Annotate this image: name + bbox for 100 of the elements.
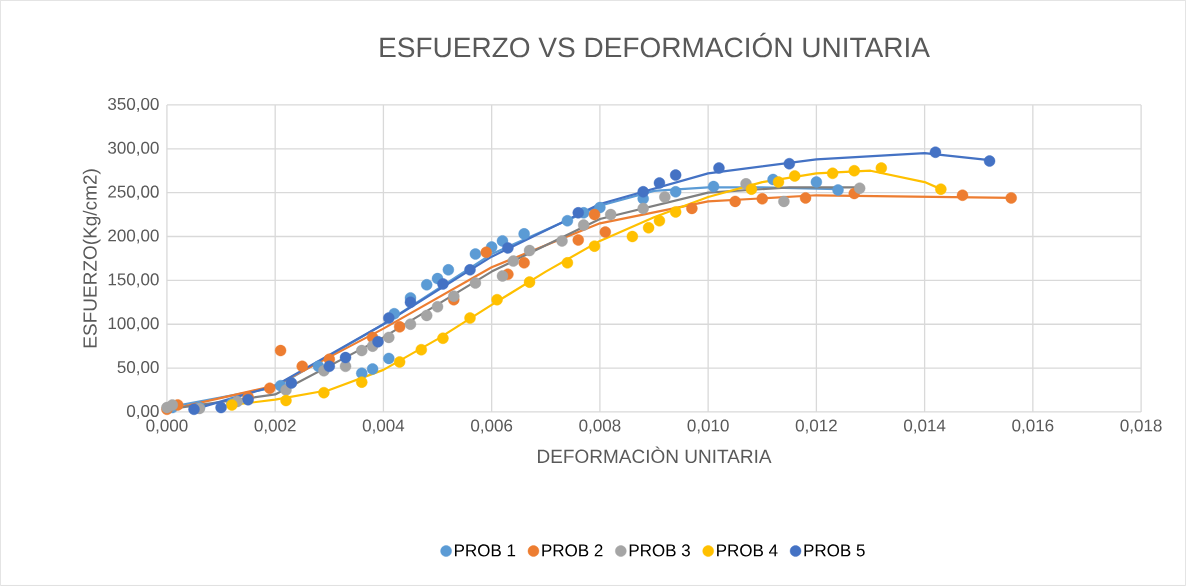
point — [502, 242, 514, 254]
point — [421, 279, 433, 291]
point — [707, 180, 720, 193]
point — [642, 222, 655, 234]
point — [480, 246, 492, 259]
point — [875, 162, 888, 174]
point — [442, 264, 455, 276]
point — [383, 331, 395, 344]
point — [285, 377, 298, 389]
point — [929, 146, 942, 159]
y-tick-label: 50,00 — [117, 361, 159, 376]
point — [523, 276, 536, 288]
point — [669, 206, 682, 218]
point — [383, 352, 395, 365]
point — [713, 162, 725, 174]
legend-label: PROB 5 — [804, 544, 865, 557]
y-tick-label: 350,00 — [108, 97, 159, 112]
x-tick-label: 0,016 — [1012, 419, 1054, 434]
point — [659, 191, 671, 203]
point — [323, 360, 335, 373]
point — [789, 170, 801, 182]
point — [561, 257, 574, 269]
x-tick-label: 0,006 — [471, 419, 513, 434]
x-tick-label: 0,004 — [362, 419, 405, 434]
point — [296, 360, 308, 373]
y-tick-label: 0,00 — [126, 404, 159, 420]
point — [745, 183, 758, 195]
point — [404, 296, 417, 309]
point — [464, 312, 476, 324]
point — [404, 318, 417, 330]
point — [356, 376, 368, 388]
point — [572, 234, 584, 246]
point — [393, 356, 406, 368]
point — [491, 294, 503, 306]
point — [853, 182, 866, 194]
point — [783, 158, 796, 170]
y-tick-label: 200,00 — [108, 229, 159, 244]
y-tick-label: 300,00 — [108, 141, 159, 156]
point — [496, 270, 509, 282]
point — [826, 167, 839, 180]
point — [264, 382, 276, 395]
y-axis-title: ESFUERZO(Kg/cm2) — [82, 169, 101, 348]
point — [437, 278, 449, 290]
point — [518, 228, 530, 240]
x-tick-label: 0,014 — [904, 419, 946, 434]
point — [599, 226, 612, 238]
point — [448, 290, 460, 302]
point — [810, 176, 823, 188]
legend-label: PROB 4 — [717, 544, 778, 557]
point — [669, 169, 682, 181]
point — [669, 186, 682, 198]
legend-label: PROB 1 — [454, 544, 516, 557]
point — [421, 309, 433, 322]
chart-title: ESFUERZO VS DEFORMACIÓN UNITARIA — [380, 32, 930, 58]
point — [1005, 192, 1017, 204]
point — [772, 176, 785, 188]
x-tick-label: 0,018 — [1120, 419, 1162, 434]
point — [507, 255, 519, 267]
point — [469, 277, 482, 289]
point — [469, 248, 482, 260]
point — [637, 202, 649, 215]
y-tick-label: 250,00 — [108, 185, 159, 200]
point — [637, 186, 649, 198]
point — [393, 321, 406, 333]
point — [686, 202, 698, 215]
y-tick-label: 100,00 — [108, 317, 159, 332]
point — [366, 363, 379, 375]
point — [588, 208, 601, 221]
point — [778, 195, 790, 208]
point — [653, 177, 666, 189]
point — [215, 401, 227, 414]
point — [756, 193, 768, 205]
point — [431, 301, 444, 313]
legend-label: PROB 3 — [629, 544, 690, 557]
x-tick-label: 0,008 — [579, 419, 621, 434]
point — [518, 257, 530, 269]
point — [605, 208, 617, 221]
y-tick-label: 150,00 — [108, 273, 159, 288]
point — [577, 219, 590, 231]
point — [729, 195, 741, 208]
legend-label: PROB 2 — [542, 544, 603, 557]
point — [588, 240, 601, 252]
point — [188, 403, 200, 416]
x-tick-label: 0,000 — [146, 419, 188, 434]
point — [415, 344, 427, 356]
x-tick-label: 0,002 — [254, 419, 296, 434]
point — [561, 215, 574, 227]
x-tick-label: 0,012 — [795, 419, 837, 434]
point — [318, 387, 330, 399]
point — [956, 189, 969, 202]
point — [848, 165, 860, 177]
point — [274, 344, 287, 357]
point — [523, 244, 536, 257]
point — [464, 264, 476, 276]
point — [372, 336, 384, 348]
x-tick-label: 0,010 — [687, 419, 729, 434]
point — [935, 183, 947, 195]
point — [626, 230, 639, 243]
point — [280, 394, 292, 407]
point — [356, 344, 368, 357]
